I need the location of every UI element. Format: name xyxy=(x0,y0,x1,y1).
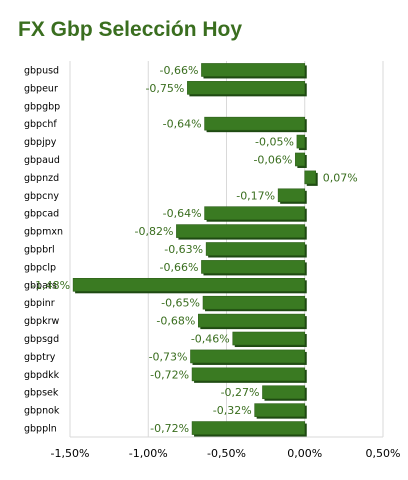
bar xyxy=(296,134,306,149)
category-label: gbpchf xyxy=(24,119,57,130)
category-label: gbpgbp xyxy=(24,101,60,112)
category-label: gbpcny xyxy=(24,191,59,202)
category-label: gbpars xyxy=(24,280,57,291)
bar xyxy=(205,242,306,256)
category-label: gbpjpy xyxy=(24,137,57,148)
bar xyxy=(191,367,306,382)
category-label: gbpbrl xyxy=(24,245,55,256)
data-label: -0,17% xyxy=(236,189,275,202)
category-label: gbpnok xyxy=(24,406,60,417)
bar xyxy=(304,170,317,185)
category-label: gbptry xyxy=(24,352,56,363)
data-label: -0,68% xyxy=(156,315,195,328)
category-label: gbpinr xyxy=(24,298,55,309)
category-label: gbpcad xyxy=(24,209,59,220)
data-label: -0,05% xyxy=(255,136,294,149)
x-tick-label: 0,00% xyxy=(287,447,322,460)
category-label: gbppln xyxy=(24,424,57,435)
data-label: -0,72% xyxy=(150,422,189,435)
bar xyxy=(72,278,306,292)
bar xyxy=(204,116,306,131)
category-label: gbpmxn xyxy=(24,227,63,238)
x-tick-label: 0,50% xyxy=(366,447,401,460)
data-label: -0,64% xyxy=(163,207,202,220)
x-tick-label: -1,50% xyxy=(51,447,90,460)
category-label: gbpaud xyxy=(24,155,60,166)
category-label: gbpeur xyxy=(24,83,58,94)
x-tick-label: -0,50% xyxy=(207,447,246,460)
data-label: -0,64% xyxy=(163,118,202,131)
data-label: -0,65% xyxy=(161,297,200,310)
category-label: gbpkrw xyxy=(24,316,59,327)
bar xyxy=(202,295,306,310)
data-label: -0,66% xyxy=(160,261,199,274)
category-label: gbpclp xyxy=(24,262,56,273)
bar xyxy=(204,206,306,220)
chart-title: FX Gbp Selección Hoy xyxy=(18,18,243,41)
data-label: -0,75% xyxy=(145,82,184,95)
bar xyxy=(198,313,306,328)
data-label: -0,32% xyxy=(213,404,252,417)
bar xyxy=(254,403,306,417)
bar xyxy=(201,63,306,77)
data-label: -1,48% xyxy=(31,279,70,292)
category-label: gbpsgd xyxy=(24,334,59,345)
bar xyxy=(176,224,306,238)
data-label: -0,66% xyxy=(160,64,199,77)
bar xyxy=(277,188,306,203)
data-label: -0,46% xyxy=(191,333,230,346)
data-label: -0,63% xyxy=(164,243,203,256)
category-label: gbpdkk xyxy=(24,370,60,381)
data-label: -0,73% xyxy=(149,350,188,363)
data-label: -0,72% xyxy=(150,368,189,381)
category-label: gbpusd xyxy=(24,65,59,76)
data-label: -0,82% xyxy=(134,225,173,238)
data-label: -0,27% xyxy=(221,386,260,399)
bar xyxy=(190,349,306,364)
bar xyxy=(295,152,306,167)
x-tick-label: -1,00% xyxy=(129,447,168,460)
bar xyxy=(201,260,306,274)
category-label: gbpsek xyxy=(24,388,59,399)
data-label: 0,07% xyxy=(323,171,358,184)
bar xyxy=(232,331,306,346)
bar xyxy=(187,81,306,95)
category-label: gbpnzd xyxy=(24,173,59,184)
bar xyxy=(191,421,306,435)
bar xyxy=(262,385,306,400)
data-label: -0,06% xyxy=(253,153,292,166)
